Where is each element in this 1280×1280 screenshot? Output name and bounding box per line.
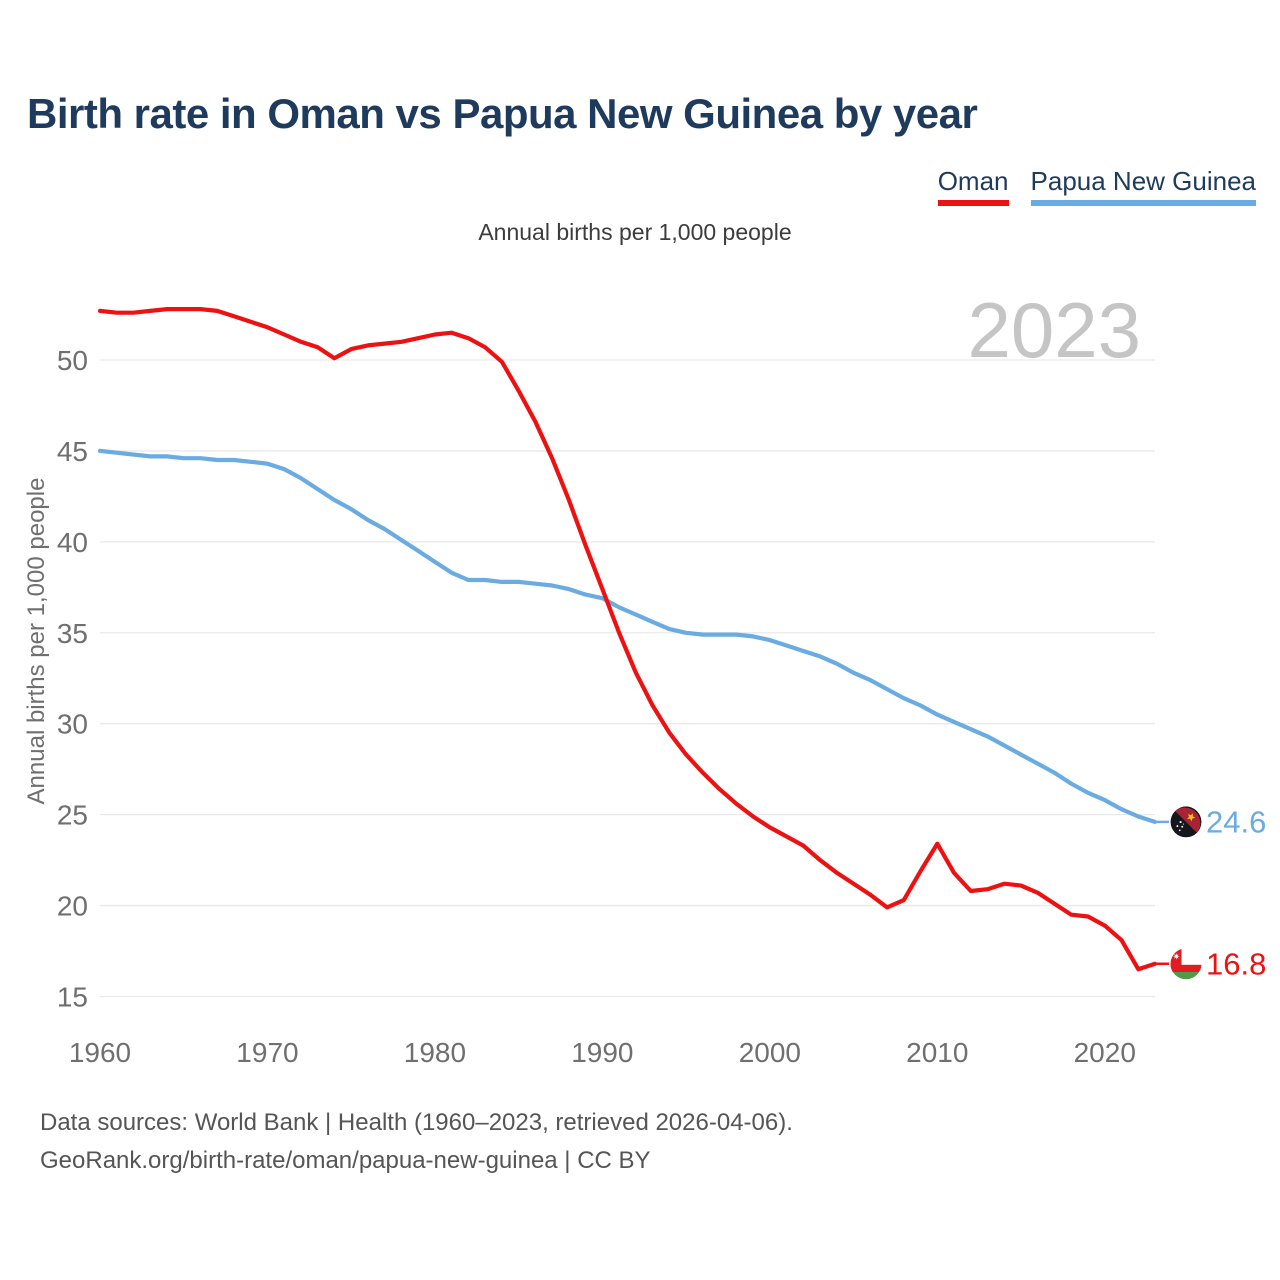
footer-data-sources: Data sources: World Bank | Health (1960–… (40, 1109, 793, 1136)
oman-end-value-label: 16.8 (1206, 946, 1266, 981)
legend-label-papua-new-guinea: Papua New Guinea (1030, 166, 1256, 196)
y-tick-label: 30 (57, 709, 88, 740)
y-tick-label: 15 (57, 982, 88, 1013)
y-tick-label: 20 (57, 891, 88, 922)
page-title: Birth rate in Oman vs Papua New Guinea b… (27, 90, 978, 137)
x-tick-label: 2000 (739, 1037, 801, 1068)
papua-new-guinea-end-value-label: 24.6 (1206, 804, 1266, 839)
papua-new-guinea-line (97, 448, 1158, 824)
oman-flag-icon (1170, 948, 1202, 980)
x-tick-label: 2020 (1074, 1037, 1136, 1068)
x-tick-label: 1960 (69, 1037, 131, 1068)
watermark-year: 2023 (967, 286, 1141, 374)
legend-item-oman[interactable]: Oman (937, 166, 1009, 206)
x-tick-label: 1970 (236, 1037, 298, 1068)
y-tick-label: 45 (57, 436, 88, 467)
y-tick-label: 35 (57, 618, 88, 649)
x-tick-label: 1980 (404, 1037, 466, 1068)
y-axis-title: Annual births per 1,000 people (23, 478, 50, 805)
footer: Data sources: World Bank | Health (1960–… (40, 1104, 793, 1180)
papua-new-guinea-flag-icon (1170, 806, 1202, 838)
y-tick-label: 50 (57, 345, 88, 376)
legend-label-oman: Oman (937, 166, 1009, 196)
x-tick-label: 2010 (906, 1037, 968, 1068)
legend-item-papua-new-guinea[interactable]: Papua New Guinea (1030, 166, 1256, 206)
legend: Oman Papua New Guinea (937, 166, 1256, 206)
chart-subtitle: Annual births per 1,000 people (478, 219, 792, 245)
y-tick-label: 25 (57, 800, 88, 831)
x-tick-label: 1990 (571, 1037, 633, 1068)
footer-attribution: GeoRank.org/birth-rate/oman/papua-new-gu… (40, 1147, 651, 1174)
oman-line (97, 307, 1158, 972)
y-tick-label: 40 (57, 527, 88, 558)
